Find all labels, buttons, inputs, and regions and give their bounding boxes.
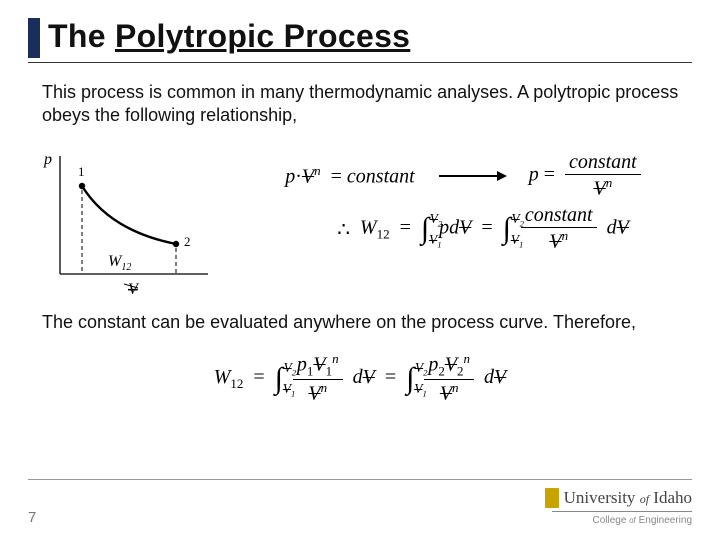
pv-diagram-svg: p V 1 2 W12 (38, 146, 218, 296)
eq4-W: W (214, 366, 231, 388)
slide: The Polytropic Process This process is c… (0, 0, 720, 540)
equation-stack: p·Vn = constant p = constant Vn ∴ W12 = (234, 146, 692, 271)
equation-3-row: ∴ W12 = ∫V1V2 pdV = ∫V1V2 constant Vn dV (274, 205, 692, 253)
logo-separator (552, 511, 692, 512)
eq3: W12 = ∫V1V2 pdV = ∫V1V2 constant Vn dV (360, 205, 629, 253)
eq1-dot: · (295, 165, 302, 187)
eq3-num: constant (521, 205, 597, 228)
eq4-den1: Vn (304, 380, 331, 405)
equation-1-row: p·Vn = constant p = constant Vn (234, 152, 692, 200)
point-2-label: 2 (184, 234, 191, 249)
eq3-Wsub: 12 (377, 227, 390, 242)
int-3: ∫V1V2 (275, 362, 283, 396)
eq1-exp: n (314, 163, 321, 178)
eq3-V2: V (617, 217, 629, 239)
eq4: W12 = ∫V1V2 p1V1n Vn dV = ∫V1V2 p2V2n Vn… (214, 352, 507, 405)
arrow-icon (437, 169, 507, 183)
logo-sub-of: of (629, 516, 636, 525)
university-logo: University of Idaho College of Engineeri… (545, 488, 692, 526)
diagram-and-equations: p V 1 2 W12 p·Vn = constant (38, 146, 692, 301)
eq3-W: W (360, 217, 377, 239)
process-curve (82, 186, 176, 244)
footer: 7 University of Idaho College of Enginee… (0, 488, 720, 526)
int-1: ∫V1V2 (421, 212, 429, 246)
eq2: p = constant Vn (529, 152, 641, 200)
eq4-d1: d (353, 366, 363, 388)
title-underlined: Polytropic Process (115, 18, 410, 54)
eq2-den: Vn (590, 175, 617, 200)
logo-sub-eng: Engineering (639, 515, 692, 526)
eq1-lhs: p·Vn = constant (285, 163, 414, 189)
eq4-den2: Vn (436, 380, 463, 405)
paragraph-2: The constant can be evaluated anywhere o… (42, 311, 692, 334)
point-1 (79, 183, 85, 189)
eq3-frac: constant Vn (521, 205, 597, 253)
eq2-frac: constant Vn (565, 152, 641, 200)
eq3-d: d (449, 217, 459, 239)
logo-sub-college: College (592, 515, 626, 526)
eq2-p: p (529, 163, 539, 185)
title-row: The Polytropic Process (28, 18, 692, 63)
logo-subtitle: College of Engineering (545, 515, 692, 526)
logo-idaho: Idaho (653, 488, 692, 507)
intro-paragraph: This process is common in many thermodyn… (42, 81, 692, 128)
eq4-Wsub: 12 (230, 376, 243, 391)
title-accent-bar (28, 18, 40, 58)
point-1-label: 1 (78, 164, 85, 179)
eq4-frac2: p2V2n Vn (424, 352, 474, 405)
int-4: ∫V1V2 (406, 362, 414, 396)
equation-4-row: W12 = ∫V1V2 p1V1n Vn dV = ∫V1V2 p2V2n Vn… (28, 352, 692, 405)
point-2 (173, 241, 179, 247)
pv-diagram: p V 1 2 W12 (38, 146, 218, 301)
logo-main-row: University of Idaho (545, 488, 692, 508)
page-title: The Polytropic Process (48, 18, 410, 55)
eq4-num2: p2V2n (424, 352, 474, 380)
axis-label-p: p (43, 151, 52, 168)
logo-university: University (564, 488, 636, 507)
therefore-symbol: ∴ (337, 217, 350, 242)
eq3-V: V (459, 217, 471, 239)
int-2: ∫V1V2 (503, 212, 511, 246)
logo-of: of (640, 492, 649, 506)
axis-label-v: V (128, 281, 140, 296)
logo-i-icon (545, 488, 559, 508)
eq1-p: p (285, 165, 295, 187)
eq4-V2: V (494, 366, 506, 388)
footer-divider (28, 479, 692, 480)
eq4-V1: V (363, 366, 375, 388)
page-number: 7 (28, 509, 36, 526)
title-prefix: The (48, 18, 115, 54)
eq1-v: V (302, 165, 314, 187)
eq4-num1: p1V1n (293, 352, 343, 380)
eq2-num: constant (565, 152, 641, 175)
logo-text: University of Idaho (564, 488, 692, 508)
eq3-d2: d (607, 217, 617, 239)
eq4-d2: d (484, 366, 494, 388)
eq4-frac1: p1V1n Vn (293, 352, 343, 405)
eq3-den: Vn (545, 228, 572, 253)
eq1-rhs: constant (347, 165, 415, 187)
work-label: W12 (108, 253, 131, 273)
